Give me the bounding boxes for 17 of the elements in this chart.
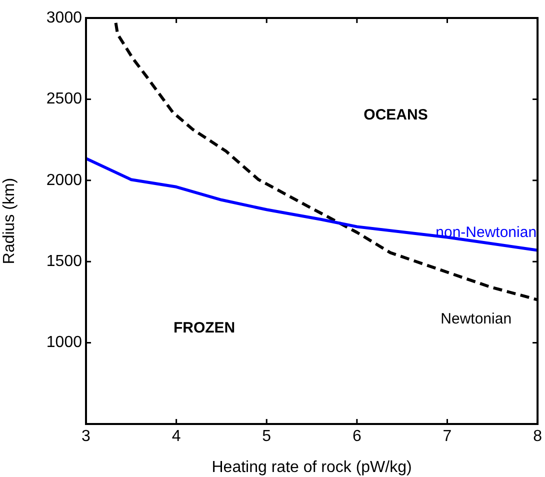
series-label: Newtonian [440,310,512,328]
y-tick-label: 2000 [46,172,82,189]
y-tick-label: 1000 [46,334,82,352]
x-tick-label: 7 [442,428,452,446]
y-axis-title: Radius (km) [1,178,18,264]
x-axis-title: Heating rate of rock (pW/kg) [212,458,412,476]
y-tick-label: 1500 [46,253,82,270]
series-label: non-Newtonian [436,224,537,241]
y-tick-label: 3000 [46,9,82,26]
annotation: OCEANS [364,106,428,124]
x-tick-label: 4 [172,428,181,446]
x-tick-label: 6 [352,428,362,446]
x-tick-label: 8 [533,428,542,446]
y-tick-label: 2500 [46,90,82,108]
annotation: FROZEN [173,320,236,337]
x-tick-label: 5 [262,428,272,446]
x-tick-label: 3 [82,428,91,446]
